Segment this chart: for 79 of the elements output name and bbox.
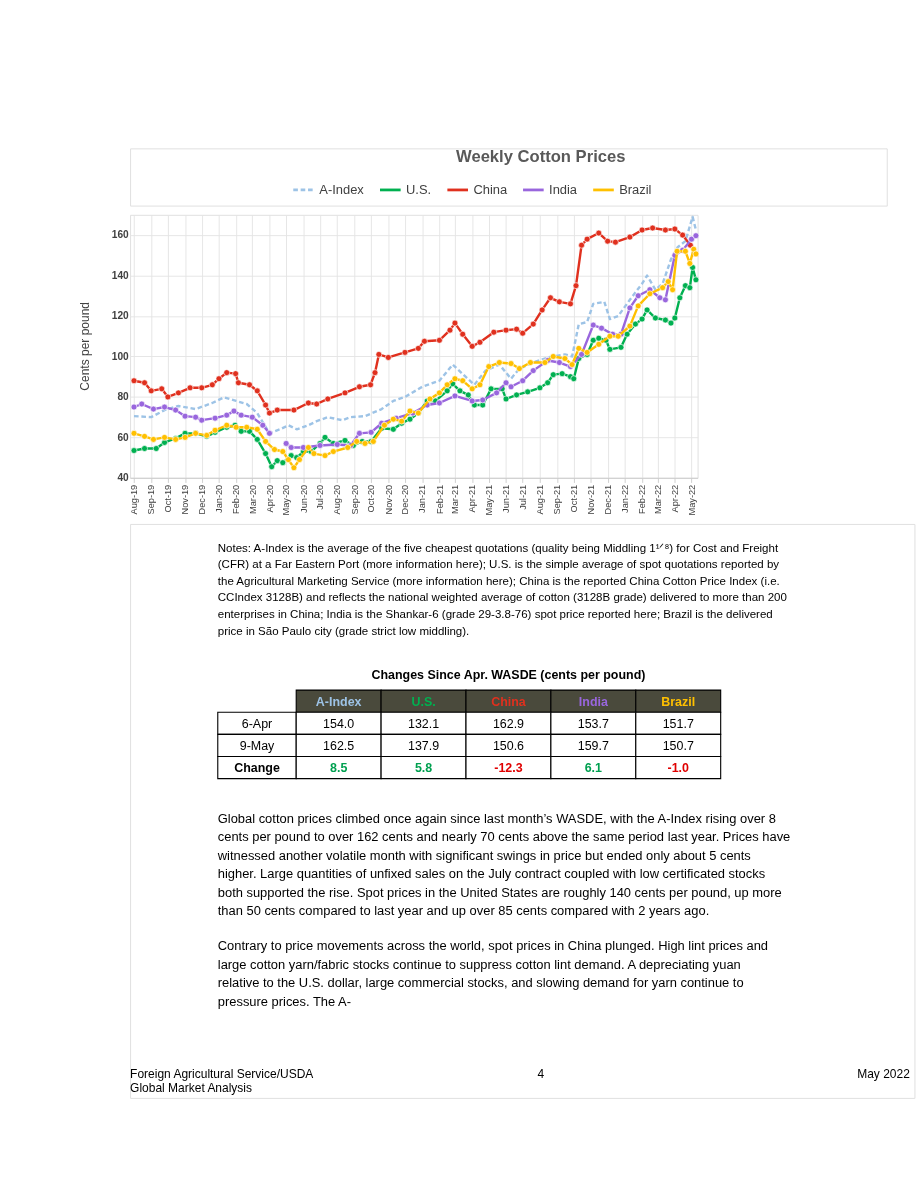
text: 159.7 bbox=[577, 739, 609, 754]
text: 162.5 bbox=[323, 739, 355, 754]
x-tick-label: Aug-19 bbox=[129, 484, 140, 515]
legend-label: A-Index bbox=[319, 181, 365, 197]
x-tick-label: Mar-22 bbox=[652, 484, 663, 514]
x-tick-label: Oct-19 bbox=[163, 484, 174, 513]
y-tick-label: 100 bbox=[111, 350, 130, 362]
legend-label: India bbox=[549, 181, 578, 197]
text: 132.1 bbox=[407, 716, 440, 731]
text: 5.8 bbox=[414, 761, 433, 776]
text: 151.7 bbox=[662, 716, 694, 731]
x-tick-label: May-20 bbox=[281, 484, 292, 516]
x-tick-label: Feb-20 bbox=[231, 484, 242, 514]
text: -12.3 bbox=[494, 761, 523, 776]
text: China bbox=[491, 694, 526, 709]
x-tick-label: Sep-20 bbox=[349, 484, 360, 515]
x-tick-label: Oct-20 bbox=[366, 484, 377, 513]
x-tick-label: Nov-19 bbox=[180, 484, 191, 515]
x-tick-label: Jun-21 bbox=[501, 484, 512, 513]
text: Change bbox=[234, 761, 280, 776]
text: 6.1 bbox=[584, 761, 603, 776]
x-tick-label: Jul-21 bbox=[517, 484, 528, 510]
x-tick-label: Dec-20 bbox=[400, 484, 411, 515]
text: May 2022 bbox=[857, 1066, 911, 1081]
text: U.S. bbox=[411, 694, 436, 709]
x-tick-label: Jun-20 bbox=[298, 484, 309, 513]
text: 8.5 bbox=[330, 761, 348, 776]
text: 137.9 bbox=[407, 739, 440, 754]
x-tick-label: May-22 bbox=[686, 484, 697, 516]
x-tick-label: Feb-21 bbox=[434, 484, 445, 514]
text: 153.7 bbox=[577, 716, 609, 731]
x-tick-label: Aug-20 bbox=[332, 484, 343, 515]
text: Contrary to price movements across the world, spot prices in China plunged. High lint prices and large cotton yarn/fabric stocks continue to suppress cotton lint demand. A depreciating yuan relative to the U.S. dollar, large commercial stocks, and slowing demand for yarn continue to pressure prices. The A- bbox=[217, 938, 768, 1009]
x-tick-label: Apr-22 bbox=[670, 484, 681, 513]
y-axis-title: Cents per pound bbox=[78, 302, 93, 391]
y-tick-label: 120 bbox=[111, 310, 130, 322]
y-tick-label: 140 bbox=[111, 269, 130, 281]
text: 162.9 bbox=[492, 716, 525, 731]
x-tick-label: Oct-21 bbox=[569, 484, 580, 513]
legend-label: U.S. bbox=[406, 181, 432, 197]
text: 150.6 bbox=[492, 739, 525, 754]
text: Brazil bbox=[661, 694, 696, 709]
y-tick-label: 60 bbox=[117, 431, 130, 443]
x-tick-label: Aug-21 bbox=[535, 484, 546, 515]
x-tick-label: Mar-20 bbox=[247, 484, 258, 514]
text: 4 bbox=[537, 1066, 545, 1081]
text: 6-Apr bbox=[241, 716, 273, 731]
x-tick-label: Jul-20 bbox=[315, 484, 326, 510]
x-tick-label: Jan-20 bbox=[214, 484, 225, 513]
x-tick-label: Mar-21 bbox=[450, 484, 461, 514]
y-tick-label: 40 bbox=[117, 472, 130, 484]
x-tick-label: Apr-21 bbox=[467, 484, 478, 513]
text: Foreign Agricultural Service/USDA bbox=[130, 1066, 314, 1081]
x-tick-label: Nov-21 bbox=[586, 484, 597, 515]
legend-label: Brazil bbox=[619, 181, 652, 197]
x-tick-label: Apr-20 bbox=[264, 484, 275, 513]
text: A-Index bbox=[315, 694, 362, 709]
x-tick-label: Feb-22 bbox=[637, 484, 648, 514]
x-tick-label: Dec-21 bbox=[602, 484, 613, 515]
x-tick-label: May-21 bbox=[484, 484, 495, 516]
x-tick-label: Nov-20 bbox=[383, 484, 394, 515]
text: -1.0 bbox=[667, 761, 690, 776]
x-tick-label: Sep-21 bbox=[552, 484, 563, 515]
x-tick-label: Jan-21 bbox=[417, 484, 428, 513]
chart-title: Weekly Cotton Prices bbox=[456, 147, 626, 167]
text: Notes: A-Index is the average of the five cheapest quotations (quality being Middling 1¹ᐟ⁸) for Cost and Freight (CFR) at a Far Eastern Port (more information here); U.S. is the simple average of spot quotations reported by the Agricultural Marketing Service (more information here); China is the reported China Cotton Price Index (i.e. CCIndex 3128B) and reflects the national weighted average of cotton (3128B grade) delivered to more than 200 enterprises in China; India is the Shankar-6 (grade 29-3.8-76) spot price reported here; Brazil is the delivered price in São Paulo city (grade strict low middling). bbox=[217, 541, 787, 637]
legend-label: China bbox=[473, 181, 508, 197]
y-tick-label: 80 bbox=[117, 391, 130, 403]
text: 150.7 bbox=[662, 739, 694, 754]
text: Global Market Analysis bbox=[130, 1081, 253, 1096]
text: Changes Since Apr. WASDE (cents per pound) bbox=[371, 668, 646, 682]
x-tick-label: Dec-19 bbox=[196, 484, 207, 515]
text: Global cotton prices climbed once again since last month’s WASDE, with the A-Index rising over 8 cents per pound to over 162 cents and nearly 70 cents above the same period last year. Prices have witnessed another volatile month with significant swings in price but ended only about 5 cents higher. Large quantities of unfixed sales on the July contract coupled with low certificated stocks both supported the rise. Spot prices in the United States are roughly 140 cents per pound, up more than 50 cents compared to last year and up over 85 cents compared with 2 years ago. bbox=[216, 810, 791, 919]
text: 154.0 bbox=[323, 716, 355, 731]
text: 9-May bbox=[239, 739, 276, 754]
x-tick-label: Sep-19 bbox=[146, 484, 157, 515]
y-tick-label: 160 bbox=[111, 229, 130, 241]
text: India bbox=[578, 694, 608, 709]
x-tick-label: Jan-22 bbox=[620, 484, 631, 513]
